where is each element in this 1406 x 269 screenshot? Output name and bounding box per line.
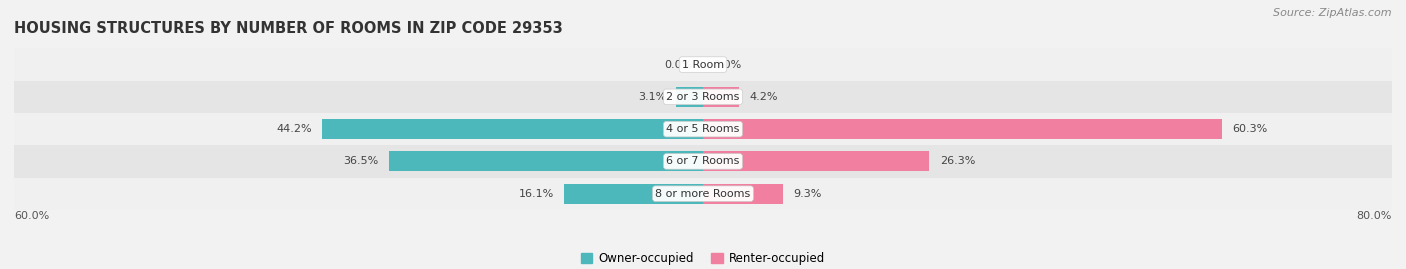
Bar — [322, 119, 703, 139]
Text: HOUSING STRUCTURES BY NUMBER OF ROOMS IN ZIP CODE 29353: HOUSING STRUCTURES BY NUMBER OF ROOMS IN… — [14, 20, 562, 36]
Text: 60.3%: 60.3% — [1233, 124, 1268, 134]
Text: Source: ZipAtlas.com: Source: ZipAtlas.com — [1274, 8, 1392, 18]
Text: 0.0%: 0.0% — [665, 59, 693, 70]
Text: 80.0%: 80.0% — [1357, 211, 1392, 221]
Text: 16.1%: 16.1% — [519, 189, 554, 199]
Bar — [676, 87, 703, 107]
Text: 44.2%: 44.2% — [277, 124, 312, 134]
Text: 3.1%: 3.1% — [638, 92, 666, 102]
Bar — [388, 151, 703, 171]
Text: 36.5%: 36.5% — [343, 156, 378, 167]
Bar — [14, 113, 1392, 145]
Text: 8 or more Rooms: 8 or more Rooms — [655, 189, 751, 199]
Text: 9.3%: 9.3% — [793, 189, 821, 199]
Bar — [564, 184, 703, 204]
Bar — [703, 184, 783, 204]
Bar — [703, 151, 929, 171]
Bar — [703, 87, 740, 107]
Bar — [14, 81, 1392, 113]
Legend: Owner-occupied, Renter-occupied: Owner-occupied, Renter-occupied — [581, 252, 825, 265]
Bar — [14, 145, 1392, 178]
Text: 26.3%: 26.3% — [939, 156, 976, 167]
Text: 2 or 3 Rooms: 2 or 3 Rooms — [666, 92, 740, 102]
Text: 4.2%: 4.2% — [749, 92, 778, 102]
Text: 0.0%: 0.0% — [713, 59, 741, 70]
Text: 4 or 5 Rooms: 4 or 5 Rooms — [666, 124, 740, 134]
Text: 6 or 7 Rooms: 6 or 7 Rooms — [666, 156, 740, 167]
Bar — [14, 178, 1392, 210]
Text: 1 Room: 1 Room — [682, 59, 724, 70]
Bar — [703, 119, 1222, 139]
Bar — [14, 48, 1392, 81]
Text: 60.0%: 60.0% — [14, 211, 49, 221]
